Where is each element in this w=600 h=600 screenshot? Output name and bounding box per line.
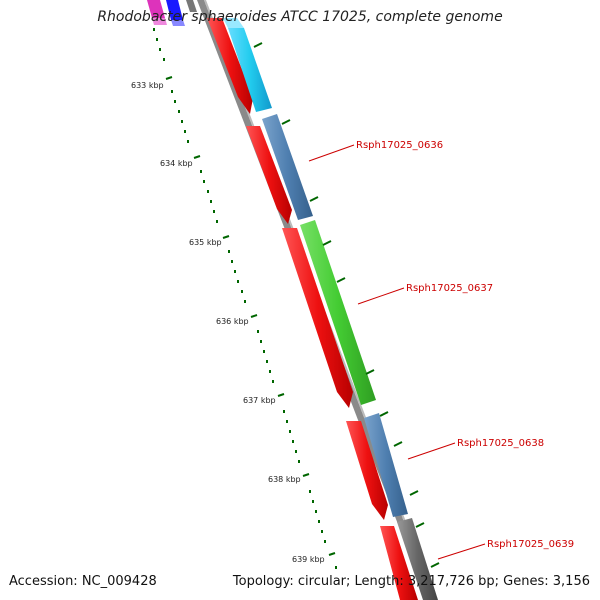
cog-ring [223,18,438,600]
gene-Rsph17025_0638 [364,413,408,517]
scale-label: 638 kbp [268,475,301,484]
gene-Rsph17025_0636 [262,114,313,220]
scale-labels: 633 kbp 634 kbp 635 kbp 636 kbp 637 kbp … [131,81,325,564]
scale-label: 637 kbp [243,396,276,405]
topology-text: Topology: circular; Length: 3,217,726 bp… [232,574,590,589]
gene-cyan [228,28,272,112]
scale-label: 636 kbp [216,317,249,326]
cds-arrow [207,18,253,114]
cds-ring [207,18,418,600]
scale-label: 639 kbp [292,555,325,564]
accession-text: Accession: NC_009428 [9,574,157,589]
gene-Rsph17025_0637 [300,220,376,405]
gene-label[interactable]: Rsph17025_0636 [356,140,443,151]
scale-label: 635 kbp [189,238,222,247]
outer-ticks [253,42,440,568]
gene-label[interactable]: Rsph17025_0638 [457,438,544,449]
top-fragments [147,0,197,26]
gene-label[interactable]: Rsph17025_0637 [406,283,493,294]
scale-label: 633 kbp [131,81,164,90]
scale-major-ticks [165,76,336,556]
gene-Rsph17025_0639 [397,518,438,600]
label-leaders [308,144,486,560]
map-title: Rhodobacter sphaeroides ATCC 17025, comp… [97,9,503,25]
scale-dots [153,28,337,569]
cds-arrow [346,421,388,520]
scale-label: 634 kbp [160,159,193,168]
cds-arrow [246,126,292,224]
cds-arrow [282,228,353,408]
gene-label[interactable]: Rsph17025_0639 [487,539,574,550]
cds-arrow [380,526,418,600]
